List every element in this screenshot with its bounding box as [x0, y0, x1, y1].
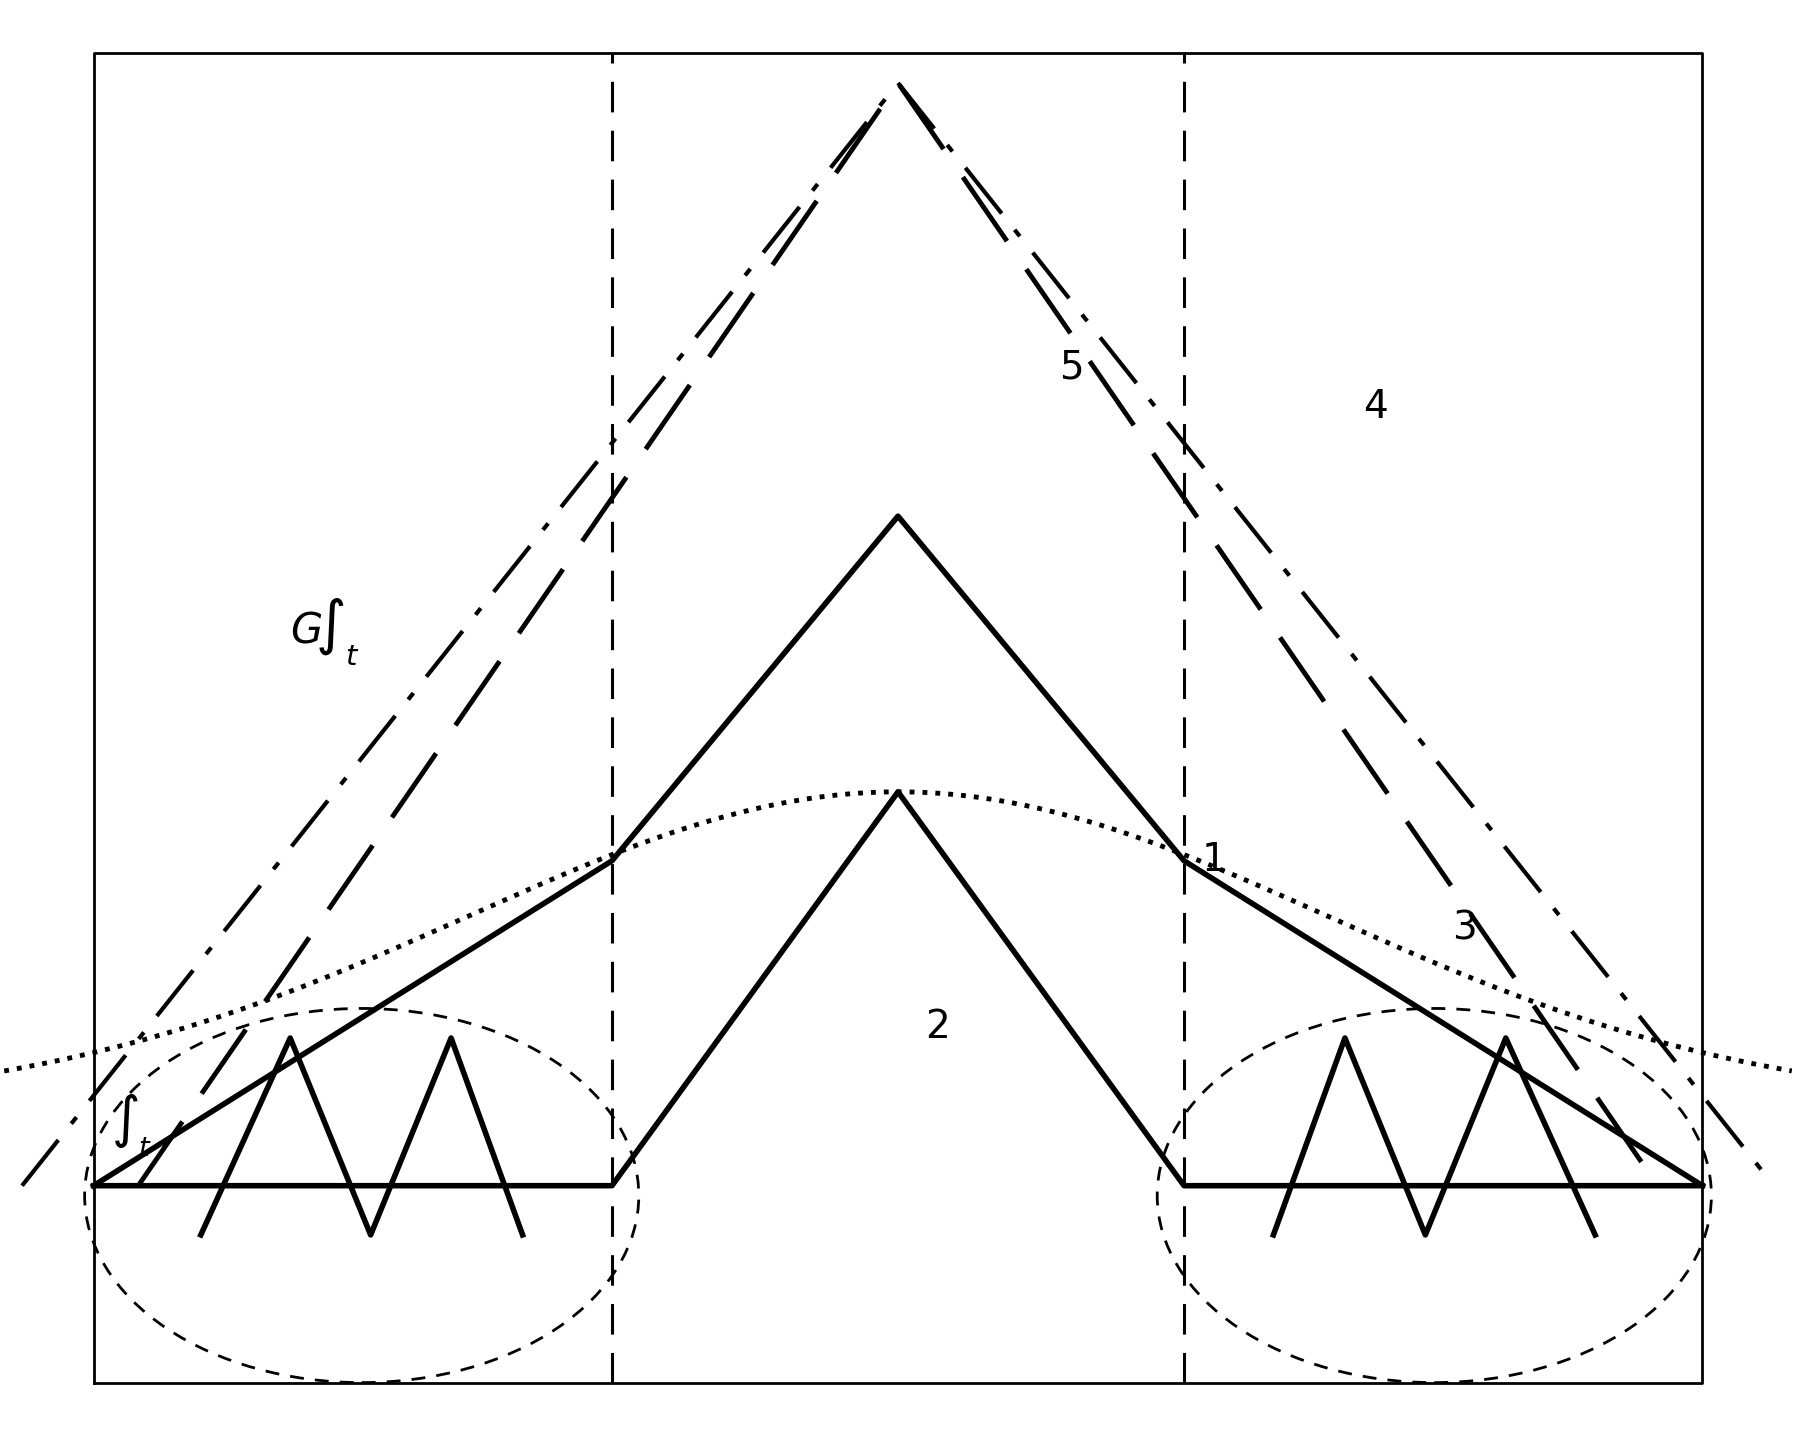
Text: 2: 2 — [925, 1008, 950, 1045]
Text: $G\!\int_t$: $G\!\int_t$ — [291, 597, 359, 668]
Text: 4: 4 — [1363, 388, 1388, 425]
Text: $\int_t$: $\int_t$ — [111, 1093, 153, 1159]
Text: 5: 5 — [1060, 349, 1083, 386]
Text: 3: 3 — [1453, 909, 1476, 948]
Text: 1: 1 — [1202, 840, 1227, 879]
